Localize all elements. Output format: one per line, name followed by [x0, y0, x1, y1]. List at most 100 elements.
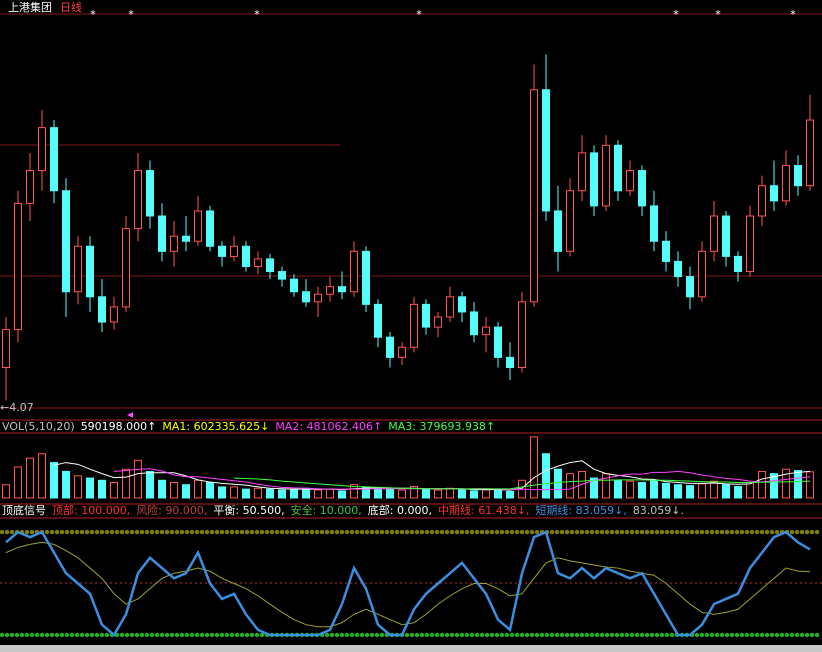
- level-dot: [74, 529, 80, 535]
- level-dot: [644, 632, 650, 638]
- volume-bar: [326, 488, 334, 499]
- level-dot: [479, 529, 485, 535]
- level-dot: [619, 632, 625, 638]
- level-dot: [149, 632, 155, 638]
- level-dot: [644, 529, 650, 535]
- level-dot: [14, 632, 20, 638]
- candle-body: [626, 170, 634, 192]
- candle-body: [758, 185, 766, 217]
- level-dot: [234, 632, 240, 638]
- level-dot: [724, 632, 730, 638]
- level-dot: [549, 632, 555, 638]
- candle-body: [530, 89, 538, 303]
- level-dot: [474, 632, 480, 638]
- volume-bar: [254, 487, 262, 499]
- volume-bar: [710, 480, 718, 499]
- candle-body: [542, 89, 550, 212]
- candle-body: [338, 286, 346, 293]
- candle-body: [674, 260, 682, 278]
- level-dot: [569, 529, 575, 535]
- level-dot: [669, 529, 675, 535]
- level-dot: [444, 529, 450, 535]
- level-dot: [234, 529, 240, 535]
- candle-body: [710, 215, 718, 252]
- level-dot: [534, 529, 540, 535]
- level-dot: [104, 632, 110, 638]
- level-dot: [714, 529, 720, 535]
- level-dot: [344, 529, 350, 535]
- volume-bar: [194, 479, 202, 499]
- level-dot: [764, 529, 770, 535]
- candle-body: [146, 170, 154, 217]
- volume-bar: [614, 479, 622, 499]
- level-dot: [564, 632, 570, 638]
- level-dot: [464, 529, 470, 535]
- level-dot: [209, 529, 215, 535]
- candle-body: [254, 258, 262, 267]
- level-dot: [789, 529, 795, 535]
- volume-bar: [446, 487, 454, 499]
- candle-body: [14, 202, 22, 331]
- level-dot: [639, 529, 645, 535]
- level-dot: [4, 529, 10, 535]
- level-dot: [739, 529, 745, 535]
- level-dot: [239, 529, 245, 535]
- candle-body: [590, 152, 598, 207]
- level-dot: [599, 529, 605, 535]
- level-dot: [99, 529, 105, 535]
- level-dot: [439, 632, 445, 638]
- candle-body: [290, 278, 298, 293]
- level-dot: [789, 632, 795, 638]
- candle-body: [782, 165, 790, 202]
- volume-bar: [722, 484, 730, 499]
- header-item: 底部: 0.000,: [368, 503, 432, 517]
- level-dot: [429, 529, 435, 535]
- level-dot: [189, 632, 195, 638]
- level-dot: [354, 529, 360, 535]
- level-dot: [809, 632, 815, 638]
- level-dots: [0, 529, 820, 535]
- header-item: MA1: 602335.625↓: [162, 420, 269, 433]
- level-dot: [609, 529, 615, 535]
- level-dot: [159, 529, 165, 535]
- candle-body: [362, 250, 370, 305]
- level-dot: [259, 529, 265, 535]
- level-dot: [479, 632, 485, 638]
- level-dot: [444, 632, 450, 638]
- level-dot: [649, 632, 655, 638]
- level-dot: [669, 632, 675, 638]
- level-dot: [144, 529, 150, 535]
- level-dot: [814, 529, 820, 535]
- candle-body: [278, 271, 286, 280]
- candle-body: [182, 235, 190, 242]
- level-dot: [604, 529, 610, 535]
- volume-bar: [674, 484, 682, 499]
- level-dot: [149, 529, 155, 535]
- level-dot: [264, 529, 270, 535]
- level-dot: [609, 632, 615, 638]
- level-dot: [194, 529, 200, 535]
- level-dot: [59, 529, 65, 535]
- level-dot: [344, 632, 350, 638]
- level-dot: [554, 632, 560, 638]
- candle-body: [614, 144, 622, 192]
- level-dot: [219, 529, 225, 535]
- level-dot: [364, 529, 370, 535]
- level-dot: [99, 632, 105, 638]
- volume-bar: [530, 436, 538, 499]
- level-dot: [124, 529, 130, 535]
- candle-body: [266, 258, 274, 273]
- volume-bar: [374, 487, 382, 499]
- level-dot: [239, 632, 245, 638]
- level-dot: [509, 632, 515, 638]
- level-dot: [194, 632, 200, 638]
- level-dot: [419, 529, 425, 535]
- level-dot: [129, 632, 135, 638]
- level-dot: [369, 632, 375, 638]
- volume-bar: [182, 484, 190, 499]
- level-dot: [174, 632, 180, 638]
- header-item: 安全: 10.000,: [291, 503, 362, 517]
- volume-bar: [434, 489, 442, 499]
- level-dot: [109, 529, 115, 535]
